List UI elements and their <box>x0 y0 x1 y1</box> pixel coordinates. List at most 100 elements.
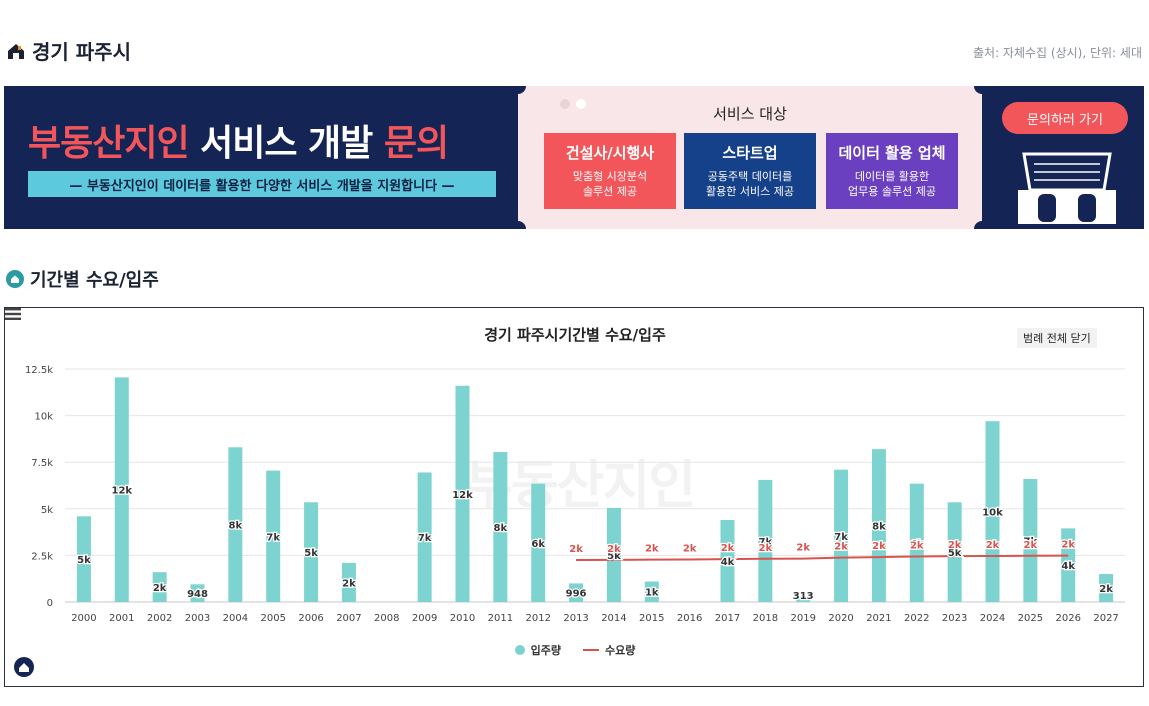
service-card-desc-line: 솔루션 제공 <box>582 185 638 198</box>
service-card-desc-line: 활용한 서비스 제공 <box>706 185 794 198</box>
carousel-dot[interactable] <box>560 99 570 109</box>
region-title: 경기 파주시 <box>6 36 131 65</box>
line-data-label: 2k <box>948 540 962 551</box>
bar <box>909 483 924 602</box>
x-tick-label: 2011 <box>488 613 513 624</box>
line-data-label: 2k <box>569 544 583 555</box>
inquiry-button[interactable]: 문의하러 가기 <box>1002 102 1128 134</box>
bar <box>152 572 167 602</box>
chart-title: 경기 파주시기간별 수요/입주 <box>484 326 666 344</box>
section-title-text: 기간별 수요/입주 <box>30 270 159 291</box>
line-data-label: 2k <box>872 541 886 552</box>
service-card-builder: 건설사/시행사 맞춤형 시장분석 솔루션 제공 <box>544 133 676 209</box>
banner-left: 부동산지인 서비스 개발 문의 — 부동산지인이 데이터를 활용한 다양한 서비… <box>4 86 518 229</box>
headline-brand: 부동산지인 <box>28 123 190 164</box>
carousel-dots[interactable] <box>560 99 586 109</box>
carousel-dot-active[interactable] <box>576 99 586 109</box>
bar-data-label: 996 <box>566 589 587 600</box>
service-title: 서비스 대상 <box>713 105 787 123</box>
menu-icon[interactable] <box>5 308 21 320</box>
home-glyph <box>11 275 19 283</box>
service-card-title: 스타트업 <box>722 144 778 162</box>
bar-data-label: 7k <box>266 532 280 543</box>
bar-data-label: 2k <box>1099 584 1113 595</box>
bar-data-label: 6k <box>910 539 924 550</box>
x-tick-label: 2014 <box>601 613 626 624</box>
service-card-desc-line: 공동주택 데이터를 <box>707 170 793 183</box>
bar <box>871 449 886 602</box>
x-tick-label: 2025 <box>1018 613 1043 624</box>
y-tick-label: 12.5k <box>25 365 53 376</box>
legend-item-demand[interactable]: 수요량 <box>583 642 635 658</box>
x-tick-label: 2013 <box>563 613 588 624</box>
x-tick-label: 2024 <box>980 613 1005 624</box>
y-tick-label: 5k <box>41 505 53 516</box>
service-card-desc: 공동주택 데이터를 활용한 서비스 제공 <box>684 169 816 199</box>
bar <box>190 584 205 602</box>
service-card-title: 건설사/시행사 <box>565 144 655 162</box>
ticket-notch <box>510 86 526 94</box>
x-tick-label: 2001 <box>109 613 134 624</box>
x-tick-label: 2010 <box>450 613 475 624</box>
logo-icon <box>14 657 34 677</box>
bar <box>114 377 129 602</box>
line-data-label: 2k <box>834 542 848 553</box>
bar-data-label: 5k <box>304 548 318 559</box>
legend-item-move-in[interactable]: 입주량 <box>514 642 561 658</box>
y-tick-label: 10k <box>34 412 53 423</box>
x-tick-label: 2018 <box>753 613 778 624</box>
x-tick-label: 2003 <box>185 613 210 624</box>
bar <box>720 519 735 602</box>
bar <box>266 470 281 602</box>
ticket-notch <box>510 221 526 229</box>
bar <box>644 581 659 602</box>
line-data-label: 2k <box>607 544 621 555</box>
bar <box>493 451 508 602</box>
bar-data-label: 4k <box>721 557 735 568</box>
bar-data-label: 7k <box>759 537 773 548</box>
bar-data-label: 5k <box>607 551 621 562</box>
service-card-desc-line: 데이터를 활용한 <box>854 170 930 183</box>
bar <box>1099 574 1114 602</box>
y-tick-label: 2.5k <box>31 551 53 562</box>
bar-data-label: 5k <box>77 555 91 566</box>
home-icon <box>8 43 24 59</box>
bar-data-label: 12k <box>452 490 473 501</box>
x-tick-label: 2015 <box>639 613 664 624</box>
source-note: 출처: 자체수집 (상시), 단위: 세대 <box>972 46 1142 60</box>
bar <box>606 507 621 602</box>
bar <box>341 562 356 602</box>
laptop-icon <box>1018 152 1116 224</box>
bar <box>76 516 91 602</box>
bar <box>531 483 546 602</box>
line-data-label: 2k <box>721 543 735 554</box>
x-tick-label: 2005 <box>260 613 285 624</box>
bar-data-label: 7k <box>1024 536 1038 547</box>
legend-swatch <box>514 645 525 655</box>
banner-headline: 부동산지인 서비스 개발 문의 <box>28 114 449 166</box>
bar <box>304 502 319 602</box>
service-card-data: 데이터 활용 업체 데이터를 활용한 업무용 솔루션 제공 <box>826 133 958 209</box>
x-tick-label: 2009 <box>412 613 437 624</box>
demand-line <box>576 554 1069 562</box>
bar <box>1023 478 1038 602</box>
legend-toggle-button[interactable]: 범례 전체 닫기 <box>1017 328 1097 348</box>
x-tick-label: 2016 <box>677 613 702 624</box>
bar-data-label: 2k <box>342 578 356 589</box>
line-data-label: 2k <box>683 544 697 555</box>
x-tick-label: 2023 <box>942 613 967 624</box>
bar-data-label: 7k <box>834 532 848 543</box>
legend-swatch <box>583 649 599 651</box>
bar-data-label: 5k <box>948 548 962 559</box>
bar-data-label: 313 <box>793 591 814 602</box>
bar <box>834 469 849 602</box>
region-name: 경기 파주시 <box>32 40 131 64</box>
service-card-desc-line: 업무용 솔루션 제공 <box>848 185 936 198</box>
line-data-label: 2k <box>986 540 1000 551</box>
x-tick-label: 2022 <box>904 613 929 624</box>
bar <box>455 385 470 602</box>
bar-data-label: 8k <box>872 522 886 533</box>
x-tick-label: 2007 <box>336 613 361 624</box>
promo-banner[interactable]: 부동산지인 서비스 개발 문의 — 부동산지인이 데이터를 활용한 다양한 서비… <box>4 86 1144 229</box>
line-data-label: 2k <box>759 543 773 554</box>
